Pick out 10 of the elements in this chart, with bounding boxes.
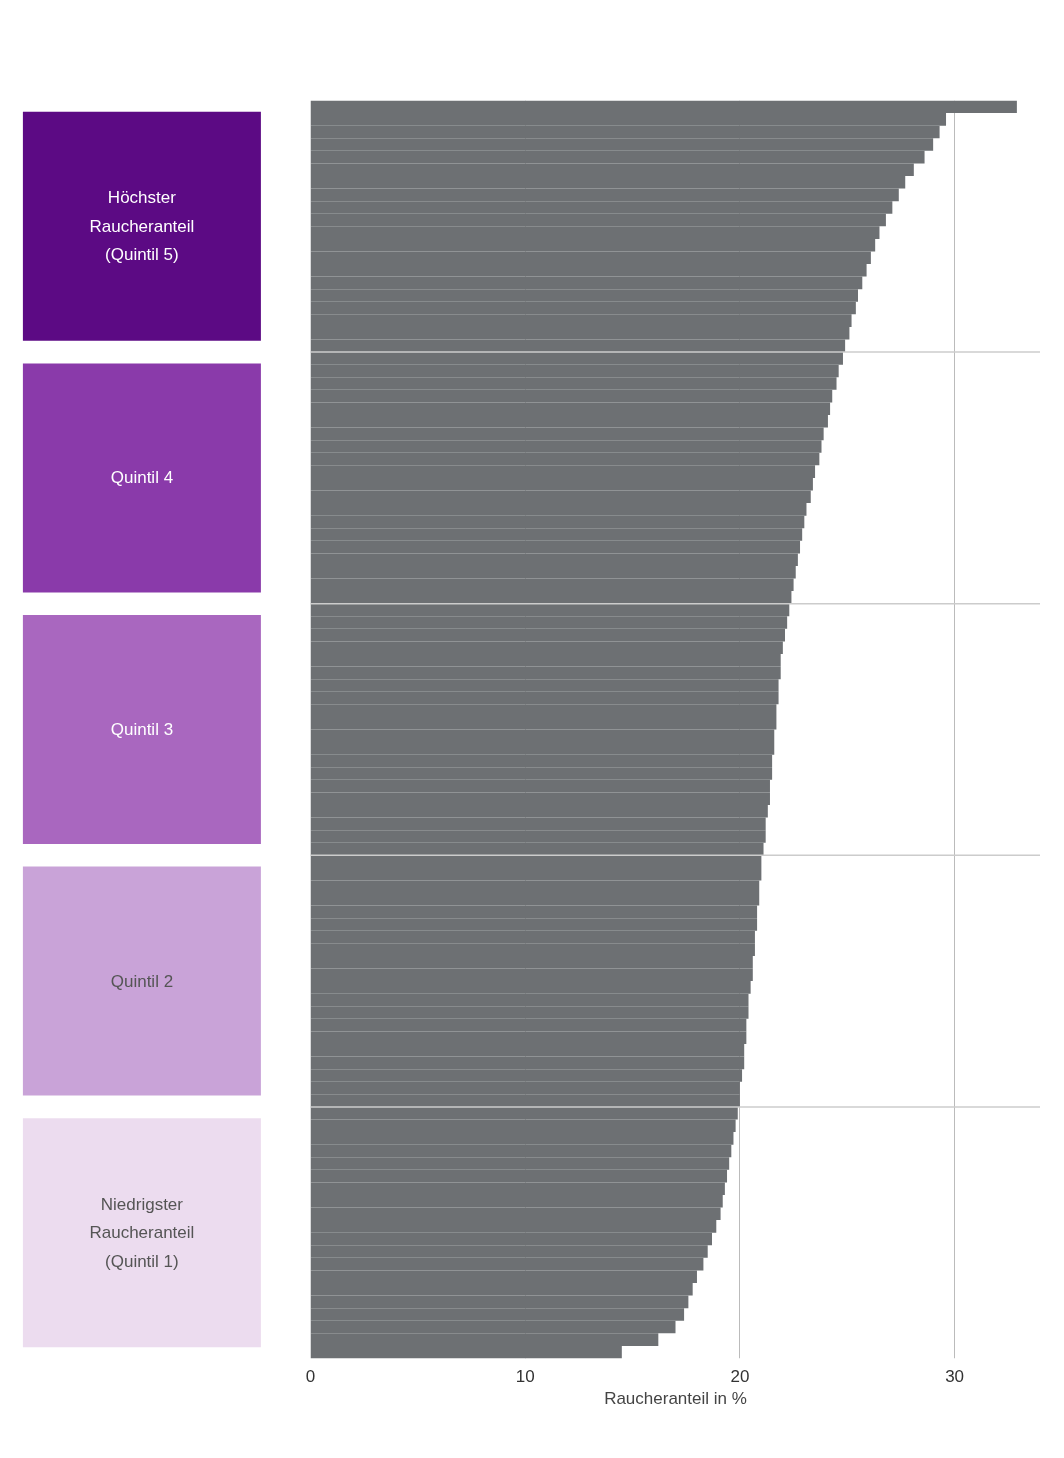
x-tick-label: 30 bbox=[945, 1366, 965, 1386]
text: Quintil 3 bbox=[110, 720, 174, 739]
x-axis-title: Raucheranteil in % bbox=[604, 1388, 747, 1408]
text: Quintil 4 bbox=[110, 468, 174, 488]
x-tick-label: 0 bbox=[305, 1366, 316, 1386]
text: Höchster Raucheranteil (Quintil 5) bbox=[89, 188, 195, 265]
text: Quintil 2 bbox=[110, 971, 174, 991]
x-tick-label: 20 bbox=[730, 1366, 750, 1386]
x-tick-label: 10 bbox=[515, 1366, 535, 1386]
text: Niedrigster Raucheranteil (Quintil 1) bbox=[89, 1194, 195, 1271]
